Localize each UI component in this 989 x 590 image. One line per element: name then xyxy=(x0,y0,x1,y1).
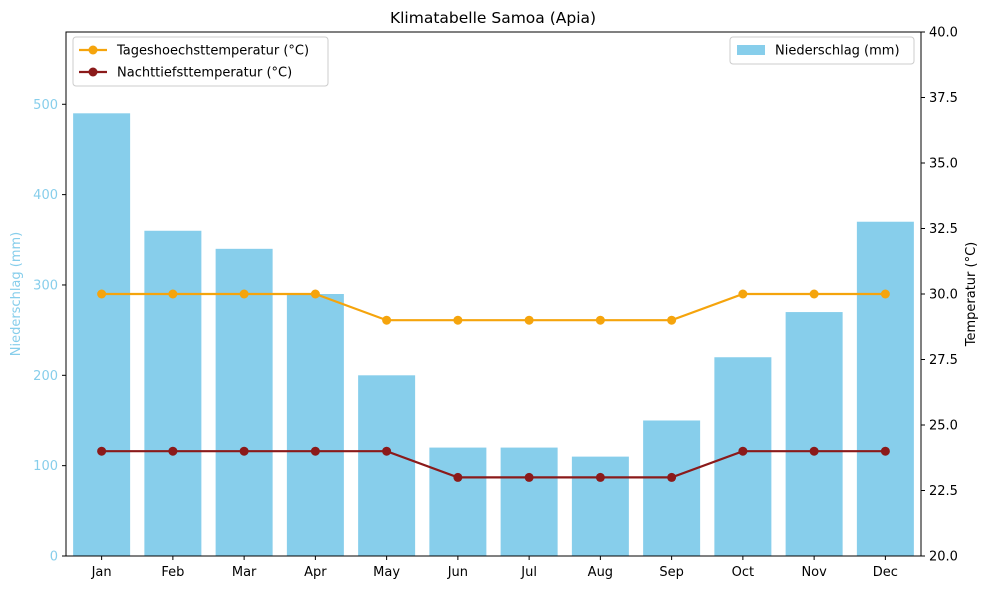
bars-layer xyxy=(73,113,914,557)
high-temp-point-dec xyxy=(880,289,890,299)
x-tick-label: Jun xyxy=(447,565,468,580)
precipitation-bar-sep xyxy=(643,420,701,556)
y-axis-left: 0 100 200 300 400 500 xyxy=(33,98,66,565)
legend-label: Tageshoechsttemperatur (°C) xyxy=(116,44,309,59)
high-temp-point-feb xyxy=(168,289,178,299)
high-temp-point-oct xyxy=(738,289,748,299)
precipitation-bar-dec xyxy=(856,221,914,557)
precipitation-bar-nov xyxy=(785,312,843,556)
precipitation-bar-mar xyxy=(215,248,273,557)
low-temp-point-jan xyxy=(97,446,107,456)
y-right-tick-label: 40.0 xyxy=(929,26,958,41)
y-left-tick-label: 0 xyxy=(50,550,58,565)
high-temp-point-jun xyxy=(453,315,463,325)
legend-frame xyxy=(729,36,915,65)
y-right-tick-label: 27.5 xyxy=(929,353,958,368)
y-left-tick-label: 400 xyxy=(33,188,58,203)
high-temp-point-may xyxy=(382,315,392,325)
low-temp-point-feb xyxy=(168,446,178,456)
low-temp-point-nov xyxy=(809,446,819,456)
precipitation-bar-jan xyxy=(73,113,131,556)
legend-marker xyxy=(88,67,98,77)
low-temp-point-apr xyxy=(310,446,320,456)
low-temp-point-oct xyxy=(738,446,748,456)
high-temp-point-jan xyxy=(97,289,107,299)
y-left-tick-label: 200 xyxy=(33,369,58,384)
legend-temperature: Tageshoechsttemperatur (°C) Nachttiefstte… xyxy=(72,36,329,87)
high-temp-point-mar xyxy=(239,289,249,299)
chart-title: Klimatabelle Samoa (Apia) xyxy=(390,9,596,27)
high-temp-point-jul xyxy=(524,315,534,325)
y-left-tick-label: 100 xyxy=(33,459,58,474)
y-axis-left-label: Niederschlag (mm) xyxy=(9,232,24,357)
y-axis-right: 20.0 22.5 25.0 27.5 30.0 32.5 35.0 37.5 40.0 xyxy=(921,26,958,565)
y-left-tick-label: 300 xyxy=(33,278,58,293)
y-right-tick-label: 30.0 xyxy=(929,288,958,303)
precipitation-bar-apr xyxy=(286,294,344,556)
x-tick-label: Aug xyxy=(588,565,613,580)
low-temp-point-may xyxy=(382,446,392,456)
precipitation-bar-aug xyxy=(571,456,629,556)
low-temp-point-mar xyxy=(239,446,249,456)
y-right-tick-label: 32.5 xyxy=(929,222,958,237)
x-tick-label: May xyxy=(373,565,400,580)
precipitation-bar-oct xyxy=(714,357,772,556)
y-axis-right-label: Temperatur (°C) xyxy=(964,242,979,348)
legend-bar-swatch xyxy=(737,45,765,55)
legend-precipitation: Niederschlag (mm) xyxy=(729,36,915,65)
y-right-tick-label: 37.5 xyxy=(929,91,958,106)
x-tick-label: Feb xyxy=(161,565,184,580)
legend-frame xyxy=(72,36,329,87)
precipitation-bar-feb xyxy=(144,230,202,557)
y-right-tick-label: 22.5 xyxy=(929,484,958,499)
x-tick-label: Apr xyxy=(304,565,327,580)
high-temperature-line xyxy=(101,292,886,322)
precipitation-bar-jul xyxy=(500,447,558,556)
low-temp-point-jun xyxy=(453,472,463,482)
x-tick-label: Mar xyxy=(232,565,257,580)
x-tick-label: Oct xyxy=(732,565,754,580)
legend-marker xyxy=(88,45,98,55)
y-right-tick-label: 20.0 xyxy=(929,550,958,565)
low-temperature-line xyxy=(101,450,886,479)
x-tick-label: Nov xyxy=(801,565,827,580)
low-temp-point-jul xyxy=(524,472,534,482)
y-left-tick-label: 500 xyxy=(33,98,58,113)
x-tick-label: Sep xyxy=(659,565,684,580)
low-temp-point-sep xyxy=(667,472,677,482)
high-temp-point-apr xyxy=(310,289,320,299)
x-tick-label: Jul xyxy=(520,565,537,580)
x-axis: Jan Feb Mar Apr May Jun Jul Aug Sep Oct Nov Dec xyxy=(91,556,898,580)
low-temp-point-dec xyxy=(880,446,890,456)
legend-label: Niederschlag (mm) xyxy=(775,44,900,59)
precipitation-bar-may xyxy=(358,375,416,556)
precipitation-bar-jun xyxy=(429,447,487,556)
low-temp-point-aug xyxy=(595,472,605,482)
y-right-tick-label: 35.0 xyxy=(929,157,958,172)
x-tick-label: Jan xyxy=(91,565,112,580)
x-tick-label: Dec xyxy=(873,565,898,580)
y-right-tick-label: 25.0 xyxy=(929,419,958,434)
high-temp-point-nov xyxy=(809,289,819,299)
high-temp-point-aug xyxy=(595,315,605,325)
high-temp-point-sep xyxy=(667,315,677,325)
lines-layer xyxy=(97,289,890,482)
legend-label: Nachttiefsttemperatur (°C) xyxy=(117,66,292,81)
